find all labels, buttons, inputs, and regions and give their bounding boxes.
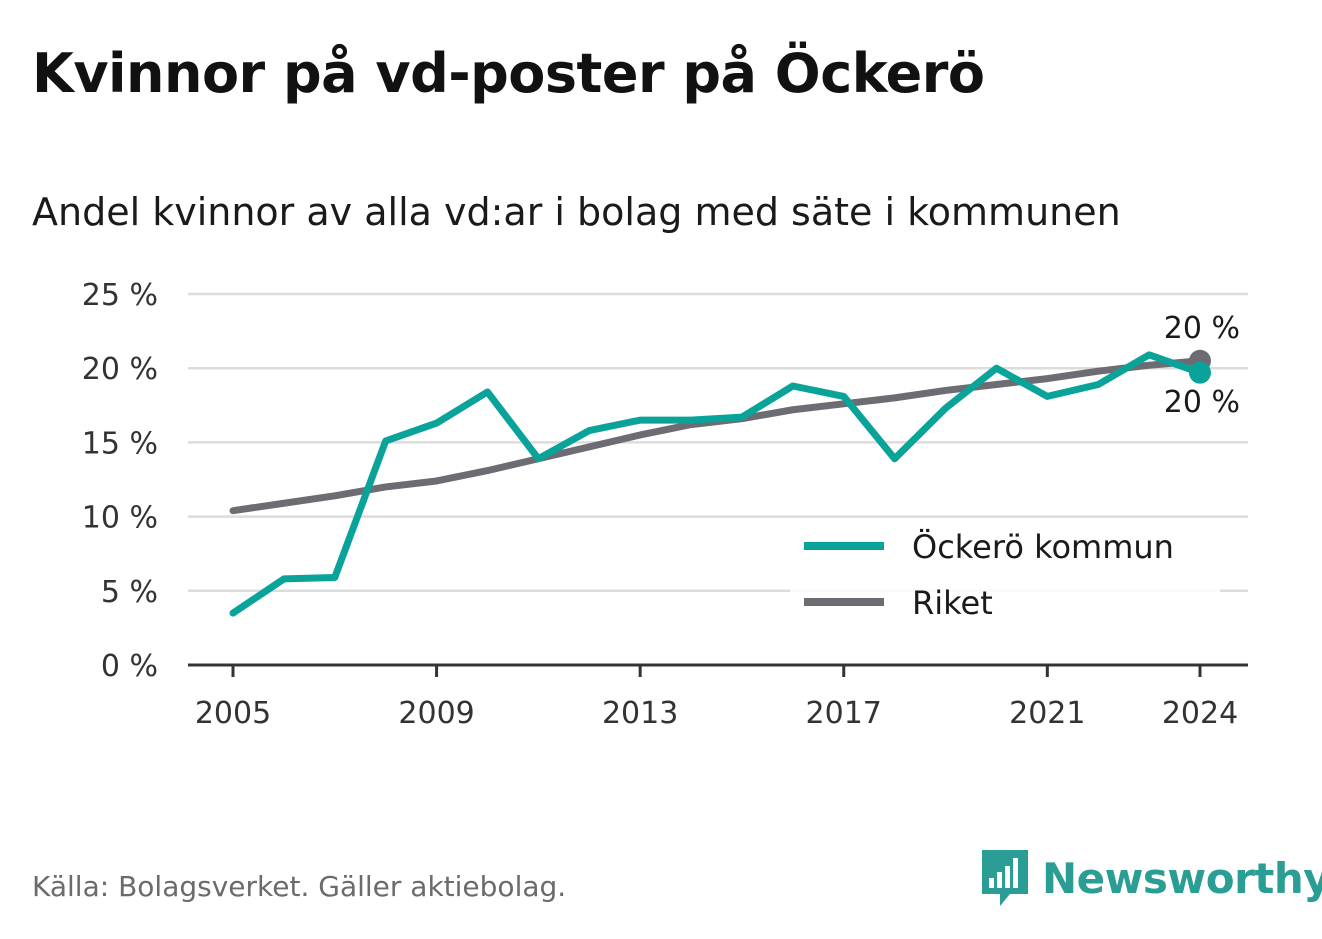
chart-subtitle: Andel kvinnor av alla vd:ar i bolag med … [32, 190, 1121, 234]
y-tick-label: 5 % [101, 575, 158, 610]
x-tick-label: 2005 [195, 696, 271, 731]
x-tick-label: 2024 [1162, 696, 1238, 731]
series-line-ockero [229, 351, 1204, 617]
x-tick-label: 2009 [398, 696, 474, 731]
y-axis-ticks: 0 % 5 % 10 % 15 % 20 % 25 % [82, 278, 158, 684]
legend: Öckerö kommun Riket [790, 518, 1220, 630]
y-tick-label: 20 % [82, 352, 158, 387]
brand-name: Newsworthy [1042, 853, 1322, 903]
end-label-ockero: 20 % [1164, 385, 1240, 420]
newsworthy-logo-icon [982, 850, 1028, 906]
legend-label-riket: Riket [912, 584, 993, 622]
y-tick-label: 10 % [82, 501, 158, 536]
source-note: Källa: Bolagsverket. Gäller aktiebolag. [32, 870, 567, 903]
end-label-riket: 20 % [1164, 311, 1240, 346]
y-tick-label: 15 % [82, 426, 158, 461]
brand-logo: Newsworthy [980, 848, 1322, 908]
line-chart: 0 %5 %10 %15 %20 %25 % 2005 2009 2013 2017 2… [82, 278, 1248, 731]
legend-background [790, 518, 1220, 630]
end-labels: 20 % 20 % [1164, 311, 1240, 420]
x-axis: 2005 2009 2013 2017 2021 2024 [188, 663, 1248, 731]
grid-lines [188, 292, 1248, 593]
x-tick-label: 2021 [1009, 696, 1085, 731]
series-lines [229, 349, 1211, 617]
x-tick-label: 2013 [602, 696, 678, 731]
y-tick-label: 25 % [82, 278, 158, 313]
chart-title: Kvinnor på vd-poster på Öckerö [32, 42, 985, 105]
legend-label-ockero: Öckerö kommun [912, 528, 1174, 566]
end-point-ockero [1189, 361, 1211, 384]
x-tick-label: 2017 [806, 696, 882, 731]
y-tick-label: 0 % [101, 649, 158, 684]
series-line-riket [229, 357, 1204, 515]
